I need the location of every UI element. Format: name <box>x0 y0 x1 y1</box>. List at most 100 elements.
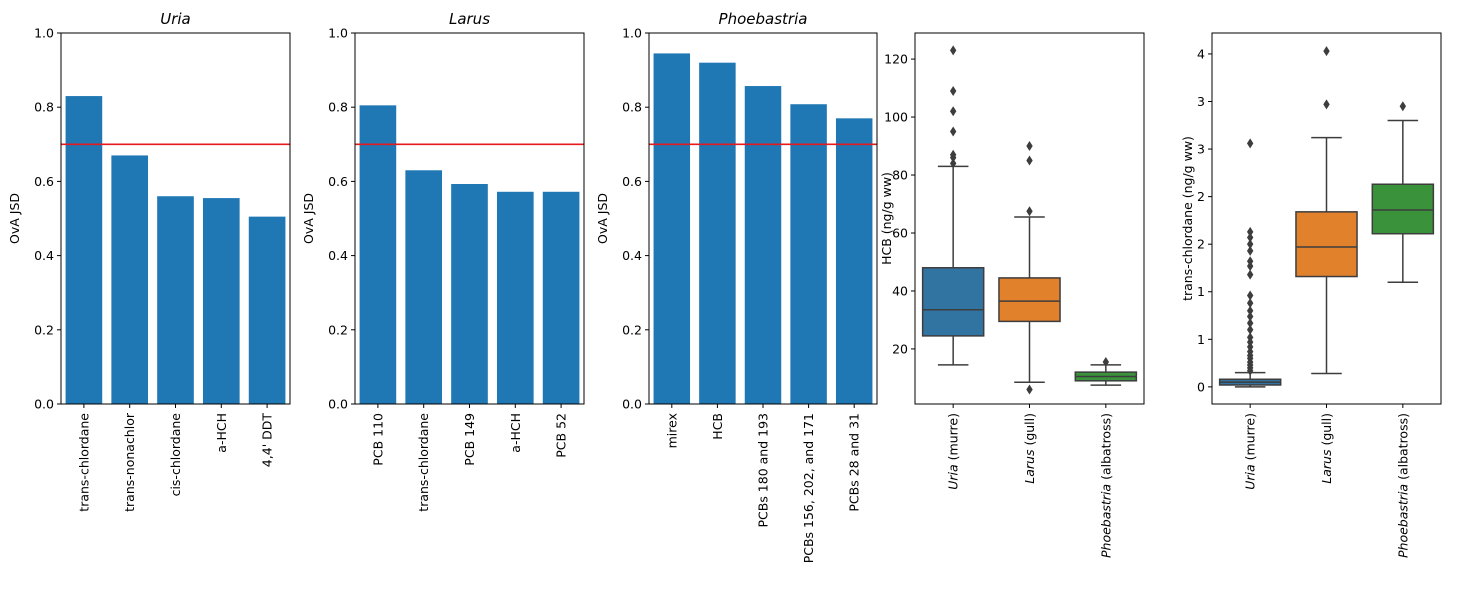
outlier-point <box>1246 324 1254 335</box>
y-tick-label: 100 <box>884 110 908 125</box>
bar <box>496 191 534 404</box>
bar <box>405 170 443 404</box>
y-tick-label: 1.0 <box>622 26 642 41</box>
x-tick-label: PCB 149 <box>462 413 477 466</box>
y-tick-label: 0.4 <box>328 248 348 263</box>
panel-5: 0 1 1 2 2 3 3 4 Uria (murre) Larus (gull) Phoebast… <box>1180 32 1442 558</box>
bar <box>157 196 194 404</box>
x-tick-label: trans-nonachlor <box>122 412 137 512</box>
bar <box>451 183 488 404</box>
x-tick-label-genus: Larus <box>1022 449 1037 484</box>
x-tick-label: trans-chlordane <box>76 413 91 512</box>
x-tick-label: Phoebastria (albatross) <box>1098 413 1113 558</box>
x-tick-label-genus: Uria <box>1243 464 1258 489</box>
y-axis-label: OvA JSD <box>595 193 610 244</box>
y-tick-label: 0.0 <box>328 397 348 412</box>
outlier-point <box>1026 384 1033 395</box>
x-tick-label: PCBs 156, 202, and 171 <box>801 413 816 563</box>
x-tick-label-genus: Uria <box>946 464 961 489</box>
outlier-point <box>1102 356 1110 367</box>
bar <box>248 216 286 404</box>
x-tick-label-common: (gull) <box>1319 413 1334 450</box>
bar <box>744 86 782 404</box>
y-tick-label: 0.2 <box>34 322 54 337</box>
y-tick-label: 0.6 <box>34 174 54 189</box>
y-tick-label: 2 <box>1197 237 1205 252</box>
outlier-point <box>1323 46 1330 57</box>
axes-frame <box>1211 32 1442 405</box>
y-axis-label: OvA JSD <box>7 193 22 244</box>
x-tick-label: mirex <box>664 413 679 448</box>
box <box>1295 211 1358 278</box>
box <box>998 277 1061 323</box>
x-tick-label-genus: Larus <box>1319 449 1334 484</box>
outlier-point <box>949 126 957 137</box>
x-tick-label: PCB 52 <box>554 413 569 458</box>
axes-frame <box>648 32 878 405</box>
y-tick-label: 0.2 <box>622 322 642 337</box>
x-tick-label: Larus (gull) <box>1022 413 1037 484</box>
x-tick-label: Larus (gull) <box>1319 413 1334 484</box>
outlier-point <box>949 45 957 56</box>
outlier-point <box>1246 269 1254 280</box>
y-tick-label: 0.6 <box>622 174 642 189</box>
y-tick-label: 2 <box>1197 189 1205 204</box>
panel-1: 0.0 0.2 0.4 0.6 0.8 1.0 trans-chlordane trans-n… <box>7 10 291 512</box>
y-tick-label: 0.2 <box>328 322 348 337</box>
y-tick-label: 0.6 <box>328 174 348 189</box>
y-axis-label: trans-chlordane (ng/g ww) <box>1180 136 1195 301</box>
x-tick-label-common: (murre) <box>946 413 961 464</box>
y-tick-label: 0.8 <box>34 100 54 115</box>
panel-3: 0.0 0.2 0.4 0.6 0.8 1.0 mirex HCB PCBs 180 and 1… <box>595 10 878 563</box>
outlier-point <box>1246 290 1254 301</box>
y-tick-label: 3 <box>1197 94 1205 109</box>
x-tick-label-common: (albatross) <box>1395 413 1410 484</box>
outlier-point <box>1246 226 1254 237</box>
outlier-point <box>1026 155 1033 166</box>
bar <box>835 118 873 404</box>
outlier-point <box>1246 245 1254 256</box>
x-tick-label: HCB <box>710 413 725 440</box>
outlier-point <box>1026 141 1033 152</box>
bar <box>359 105 397 404</box>
bar <box>202 198 240 404</box>
outlier-point <box>1246 305 1254 316</box>
y-tick-label: 4 <box>1197 46 1205 61</box>
x-tick-label-common: (albatross) <box>1098 413 1113 484</box>
panel-4: 20 40 60 80 100 120 Uria (murre) Larus (gull) Ph… <box>879 32 1145 558</box>
bar <box>653 53 691 404</box>
axes-frame <box>354 32 585 405</box>
y-tick-label: 0.0 <box>34 397 54 412</box>
x-tick-label: Uria (murre) <box>1243 413 1258 490</box>
panel-title: Phoebastria <box>719 10 808 28</box>
outlier-point <box>1246 232 1254 243</box>
axes-frame <box>60 32 291 405</box>
x-tick-label: PCBs 180 and 193 <box>756 413 771 528</box>
x-tick-label: 4,4' DDT <box>260 413 275 468</box>
outlier-point <box>1246 318 1254 329</box>
y-axis-label: OvA JSD <box>301 193 316 244</box>
y-tick-label: 3 <box>1197 142 1205 157</box>
outlier-point <box>949 106 957 117</box>
x-tick-label: a-HCH <box>508 413 523 453</box>
box <box>1371 183 1435 235</box>
x-tick-label: Phoebastria (albatross) <box>1395 413 1410 558</box>
outlier-point <box>1246 239 1254 250</box>
x-tick-label: a-HCH <box>214 413 229 453</box>
x-tick-label-genus: Phoebastria <box>1098 484 1113 558</box>
outlier-point <box>1246 138 1254 149</box>
y-tick-label: 80 <box>892 168 908 183</box>
x-tick-label: PCBs 28 and 31 <box>847 413 862 512</box>
y-tick-label: 120 <box>884 52 908 67</box>
outlier-point <box>1026 206 1033 217</box>
y-tick-label: 0.8 <box>622 100 642 115</box>
x-tick-label: PCB 110 <box>370 413 385 466</box>
outlier-point <box>949 149 957 160</box>
box <box>921 267 985 337</box>
panel-title: Larus <box>449 10 490 28</box>
x-tick-label-common: (murre) <box>1243 413 1258 464</box>
outlier-point <box>1399 101 1407 112</box>
y-tick-label: 60 <box>892 225 908 240</box>
outlier-point <box>1323 99 1330 110</box>
